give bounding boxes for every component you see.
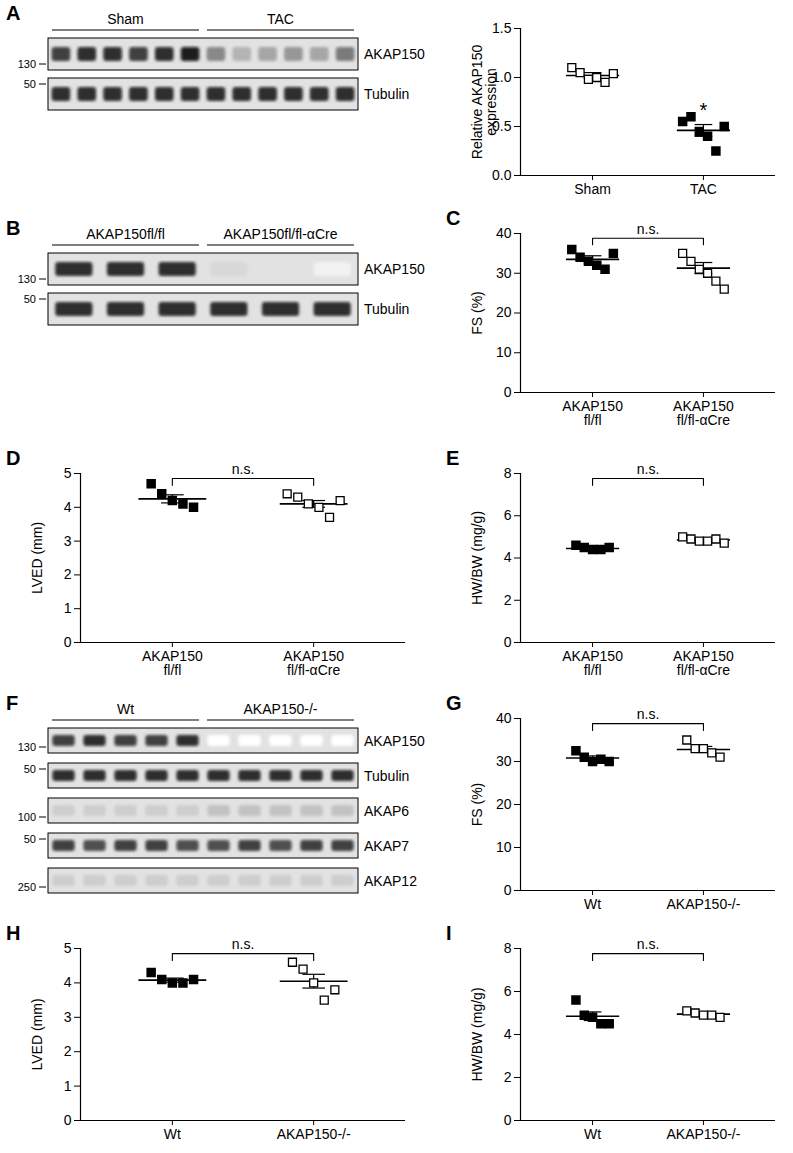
svg-text:0: 0 [504,882,512,898]
svg-text:50: 50 [24,78,36,90]
svg-text:AKAP150fl/fl-αCre: AKAP150fl/fl-αCre [224,226,338,242]
svg-text:6: 6 [504,507,512,523]
svg-text:n.s.: n.s. [637,936,660,952]
html-text:C: C [446,207,461,229]
svg-text:Sham: Sham [574,181,611,197]
svg-text:Wt: Wt [584,896,601,912]
svg-text:FS (%): FS (%) [469,783,485,827]
svg-text:40: 40 [496,710,512,726]
svg-text:n.s.: n.s. [637,461,660,477]
svg-text:n.s.: n.s. [637,706,660,722]
svg-text:40: 40 [496,225,512,241]
svg-text:1: 1 [64,600,72,616]
svg-text:Relative AKAP150expression: Relative AKAP150expression [469,45,499,160]
svg-text:AKAP150-/-: AKAP150-/- [666,1126,740,1142]
svg-text:5: 5 [64,940,72,956]
svg-text:AKAP150fl/fl: AKAP150fl/fl [562,648,623,678]
html-text:G: G [446,692,462,714]
svg-text:100: 100 [18,811,36,823]
svg-text:2: 2 [504,592,512,608]
svg-text:TAC: TAC [267,11,294,27]
svg-text:AKAP150: AKAP150 [364,733,425,749]
svg-text:AKAP150fl/fl: AKAP150fl/fl [562,398,623,428]
svg-text:TAC: TAC [690,181,717,197]
svg-text:10: 10 [496,344,512,360]
svg-text:20: 20 [496,796,512,812]
svg-text:8: 8 [504,465,512,481]
svg-text:AKAP150fl/fl: AKAP150fl/fl [142,648,203,678]
svg-text:20: 20 [496,304,512,320]
svg-text:LVED (mm): LVED (mm) [29,998,45,1070]
svg-text:50: 50 [24,293,36,305]
svg-text:8: 8 [504,940,512,956]
svg-text:250: 250 [18,881,36,893]
svg-text:AKAP150fl/fl-αCre: AKAP150fl/fl-αCre [673,648,734,678]
svg-text:AKAP150-/-: AKAP150-/- [244,701,318,717]
svg-text:30: 30 [496,753,512,769]
html-text:I: I [446,922,452,944]
svg-text:HW/BW (mg/g): HW/BW (mg/g) [469,511,485,605]
svg-text:130: 130 [18,58,36,70]
svg-text:2: 2 [64,566,72,582]
svg-text:4: 4 [504,1026,512,1042]
html-text:B: B [6,217,21,239]
svg-text:n.s.: n.s. [637,221,660,237]
html-text:A: A [6,2,21,24]
svg-text:0.5: 0.5 [492,118,512,134]
svg-text:AKAP150fl/fl-αCre: AKAP150fl/fl-αCre [283,648,344,678]
svg-text:3: 3 [64,533,72,549]
svg-text:FS (%): FS (%) [469,291,485,335]
svg-text:4: 4 [504,549,512,565]
svg-text:AKAP12: AKAP12 [364,873,417,889]
svg-text:50: 50 [24,763,36,775]
svg-text:1.0: 1.0 [492,69,512,85]
svg-text:4: 4 [64,499,72,515]
svg-text:*: * [700,99,708,121]
svg-text:0: 0 [504,634,512,650]
svg-text:0: 0 [504,384,512,400]
svg-text:1: 1 [64,1078,72,1094]
svg-text:AKAP150-/-: AKAP150-/- [277,1126,351,1142]
html-text:D: D [6,447,21,469]
svg-text:130: 130 [18,273,36,285]
svg-text:n.s.: n.s. [232,461,255,477]
svg-text:Tubulin: Tubulin [364,301,409,317]
svg-text:AKAP150fl/fl-αCre: AKAP150fl/fl-αCre [673,398,734,428]
svg-text:130: 130 [18,741,36,753]
svg-text:50: 50 [24,833,36,845]
svg-text:0: 0 [504,1112,512,1128]
svg-text:1.5: 1.5 [492,20,512,36]
svg-text:AKAP150fl/fl: AKAP150fl/fl [86,226,165,242]
svg-text:AKAP6: AKAP6 [364,803,409,819]
svg-text:AKAP150: AKAP150 [364,261,425,277]
svg-text:6: 6 [504,983,512,999]
svg-text:AKAP7: AKAP7 [364,838,409,854]
svg-text:AKAP150-/-: AKAP150-/- [666,896,740,912]
svg-text:0: 0 [64,634,72,650]
svg-text:LVED (mm): LVED (mm) [29,522,45,594]
svg-text:3: 3 [64,1009,72,1025]
svg-text:0: 0 [64,1112,72,1128]
html-text:H: H [6,922,21,944]
svg-text:10: 10 [496,839,512,855]
svg-text:2: 2 [504,1069,512,1085]
svg-text:Wt: Wt [117,701,134,717]
svg-text:Sham: Sham [107,11,144,27]
svg-text:Tubulin: Tubulin [364,768,409,784]
svg-text:Tubulin: Tubulin [364,86,409,102]
html-text:E: E [446,447,460,469]
svg-text:5: 5 [64,465,72,481]
svg-text:AKAP150: AKAP150 [364,46,425,62]
svg-text:Wt: Wt [584,1126,601,1142]
svg-text:4: 4 [64,974,72,990]
svg-text:Wt: Wt [164,1126,181,1142]
svg-text:HW/BW (mg/g): HW/BW (mg/g) [469,987,485,1081]
svg-text:0.0: 0.0 [492,167,512,183]
svg-text:30: 30 [496,265,512,281]
html-text:F: F [6,692,19,714]
svg-text:2: 2 [64,1043,72,1059]
svg-text:n.s.: n.s. [232,936,255,952]
